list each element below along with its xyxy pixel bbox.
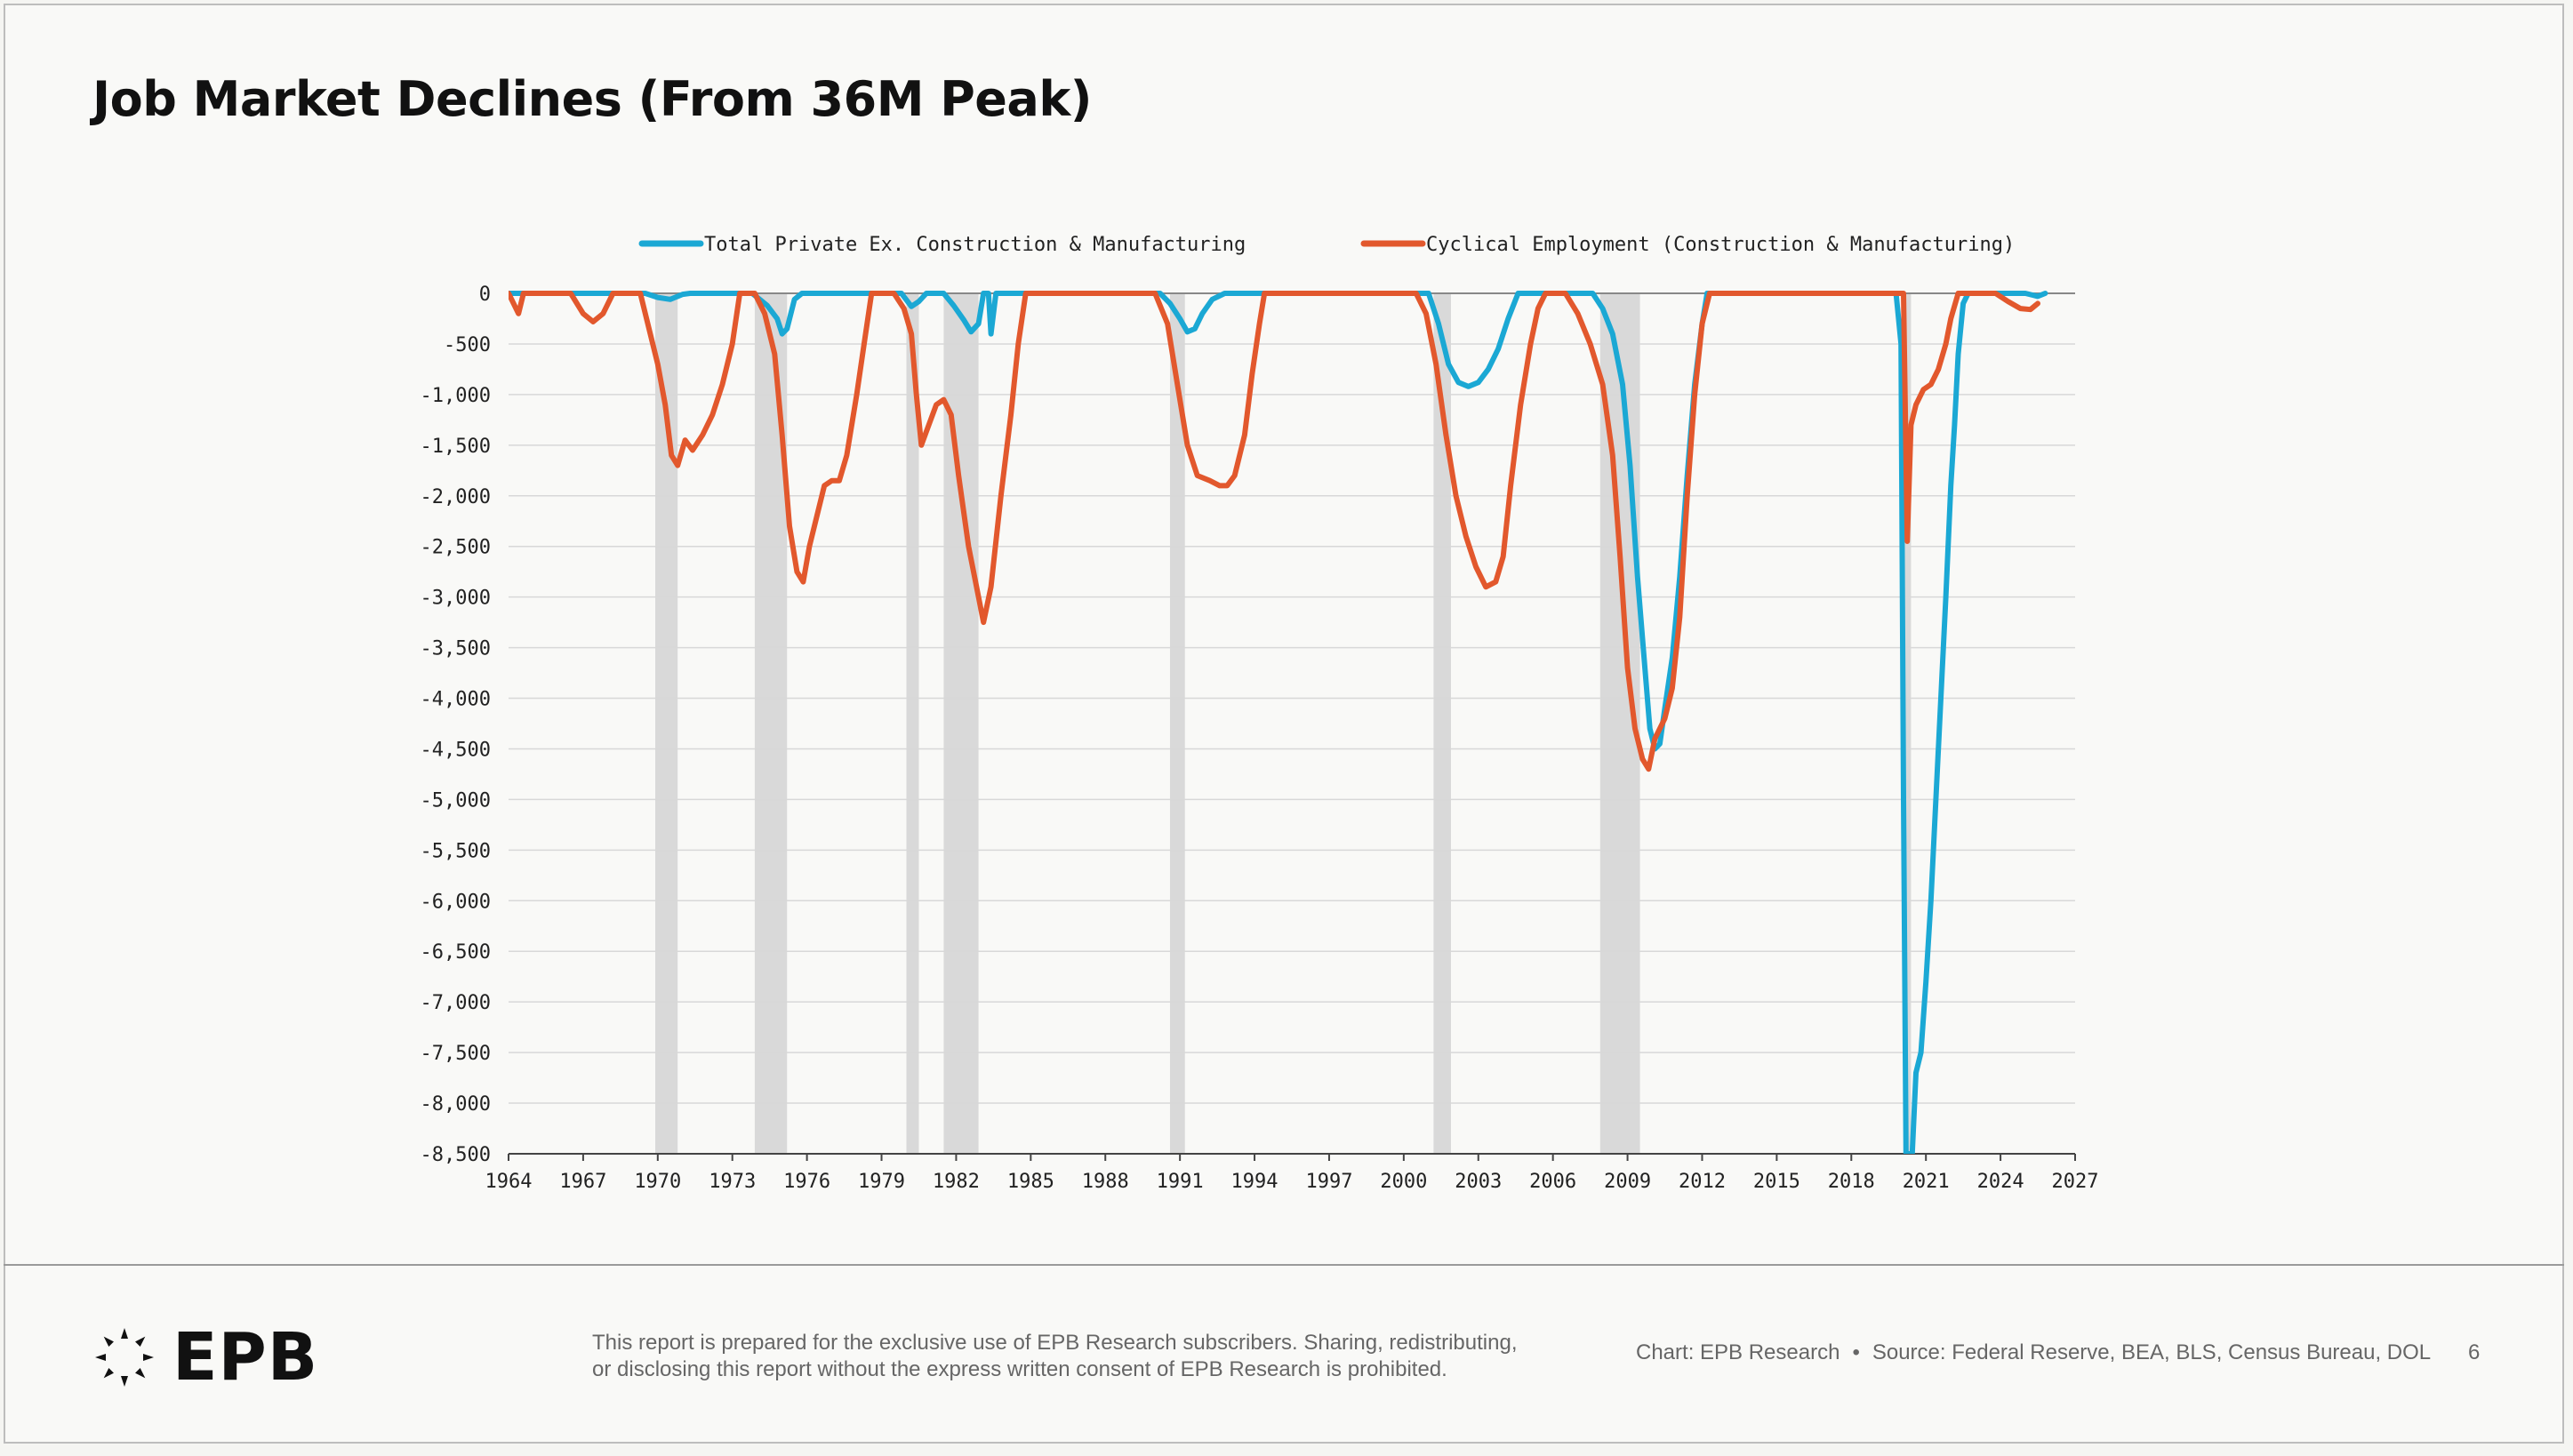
x-tick-label: 2024 [1977, 1171, 2024, 1193]
y-tick-label: -2,500 [421, 537, 491, 559]
y-tick-label: -500 [444, 334, 491, 356]
legend-label-1: Cyclical Employment (Construction & Manu… [1426, 234, 2015, 256]
recession-band-2 [906, 293, 919, 1154]
x-tick-label: 1991 [1157, 1171, 1204, 1193]
y-tick-label: -7,000 [421, 992, 491, 1014]
y-tick-label: -4,500 [421, 739, 491, 761]
x-tick-label: 2012 [1679, 1171, 1726, 1193]
y-tick-label: -1,000 [421, 385, 491, 407]
x-tick-label: 2018 [1828, 1171, 1875, 1193]
data-source: Source: Federal Reserve, BEA, BLS, Censu… [1872, 1340, 2432, 1364]
y-tick-label: -6,000 [421, 891, 491, 913]
recession-band-7 [1904, 293, 1912, 1154]
y-tick-label: -5,500 [421, 840, 491, 862]
recession-band-4 [1169, 293, 1185, 1154]
x-tick-label: 1982 [933, 1171, 980, 1193]
legend-label-0: Total Private Ex. Construction & Manufac… [704, 234, 1246, 256]
legend: Total Private Ex. Construction & Manufac… [638, 234, 2015, 256]
y-tick-label: -1,500 [421, 436, 491, 458]
epb-logo-icon [95, 1328, 154, 1387]
x-tick-label: 1985 [1007, 1171, 1054, 1193]
y-tick-label: -3,000 [421, 588, 491, 610]
slide-frame [4, 4, 2564, 1444]
x-tick-label: 2006 [1529, 1171, 1576, 1193]
page-number: 6 [2468, 1340, 2481, 1364]
separator-dot: • [1852, 1340, 1860, 1364]
y-tick-label: -5,000 [421, 789, 491, 812]
x-tick-label: 1964 [485, 1171, 533, 1193]
logo-text: EPB [172, 1319, 319, 1396]
disclaimer: This report is prepared for the exclusiv… [592, 1330, 1588, 1383]
y-tick-label: -7,500 [421, 1043, 491, 1065]
y-tick-label: -8,500 [421, 1144, 491, 1166]
x-tick-label: 2027 [2052, 1171, 2099, 1193]
series-lines [509, 291, 2048, 1154]
gridlines [509, 292, 2075, 1155]
x-tick-label: 1970 [634, 1171, 681, 1193]
x-tick-label: 1973 [709, 1171, 756, 1193]
series-line-1 [509, 291, 2040, 772]
recession-band-0 [655, 293, 678, 1154]
x-tick-label: 1994 [1231, 1171, 1278, 1193]
y-tick-label: -4,000 [421, 689, 491, 711]
chart-credit: Chart: EPB Research [1636, 1340, 1840, 1364]
footer-divider [4, 1264, 2564, 1266]
y-tick-label: -3,500 [421, 638, 491, 660]
x-tick-label: 1988 [1082, 1171, 1129, 1193]
x-tick-label: 1976 [783, 1171, 830, 1193]
y-tick-label: -8,000 [421, 1093, 491, 1116]
disclaimer-line-1: This report is prepared for the exclusiv… [592, 1331, 1518, 1355]
disclaimer-line-2: or disclosing this report without the ex… [592, 1357, 1447, 1381]
x-tick-label: 2009 [1604, 1171, 1651, 1193]
y-tick-label: -6,500 [421, 941, 491, 964]
x-tick-label: 1967 [559, 1171, 606, 1193]
axes: 0 -500 -1,000 -1,500 -2,000 -2,500 -3,000 -3,50… [421, 284, 2099, 1193]
y-tick-label: -2,000 [421, 486, 491, 508]
x-tick-label: 1979 [858, 1171, 905, 1193]
source-credit: Chart: EPB Research • Source: Federal Rese… [1636, 1340, 2431, 1365]
recession-band-3 [943, 293, 979, 1154]
x-tick-label: 1997 [1305, 1171, 1352, 1193]
page-title: Job Market Declines (From 36M Peak) [92, 71, 1092, 127]
recession-band-5 [1433, 293, 1451, 1154]
y-tick-label: 0 [479, 284, 491, 306]
x-tick-label: 2000 [1380, 1171, 1427, 1193]
series-line-0 [509, 291, 2048, 1154]
recession-bands [655, 293, 1912, 1154]
x-tick-label: 2003 [1455, 1171, 1502, 1193]
x-tick-label: 2021 [1903, 1171, 1950, 1193]
epb-logo: EPB [92, 1319, 318, 1396]
x-tick-label: 2015 [1753, 1171, 1800, 1193]
